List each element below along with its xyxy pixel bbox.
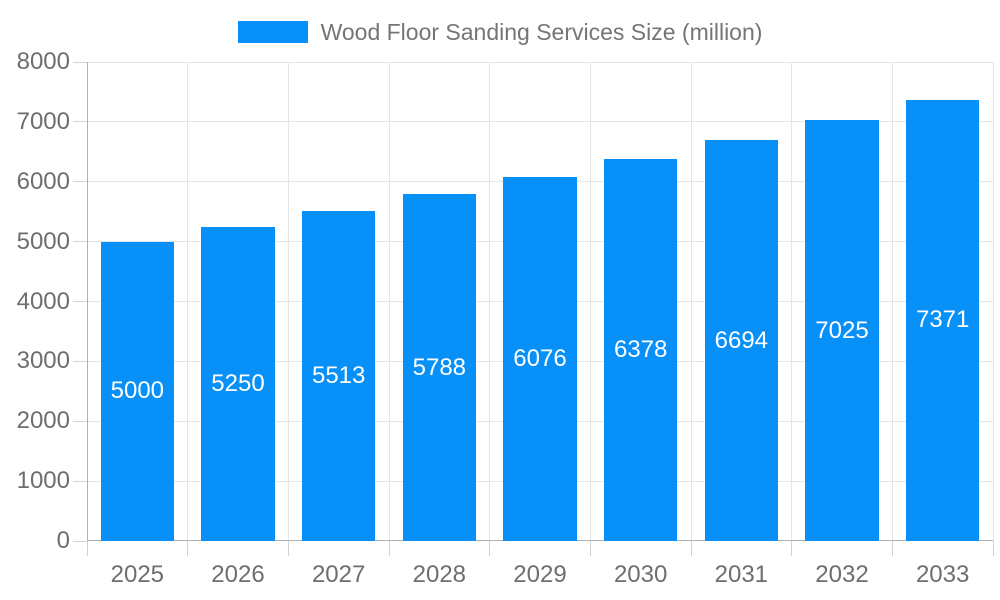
y-axis-tick	[73, 61, 87, 63]
y-axis-tick-label: 7000	[16, 107, 70, 135]
gridline-vertical	[187, 62, 189, 541]
x-axis-tick	[791, 541, 793, 556]
x-axis-tick	[690, 541, 692, 556]
gridline-horizontal	[87, 121, 993, 123]
gridline-vertical	[388, 62, 390, 541]
bar-value-label: 5000	[110, 377, 165, 405]
x-axis-tick	[388, 541, 390, 556]
gridline-vertical	[690, 62, 692, 541]
y-axis-tick-label: 2000	[16, 407, 70, 435]
plot-area: 5000 5250 5513 5788 6076 6378 6694 7025 7371	[87, 61, 994, 541]
x-axis-tick	[187, 541, 189, 556]
y-axis-tick	[73, 540, 87, 542]
x-axis-tick	[589, 541, 591, 556]
x-axis-tick-label: 2033	[915, 561, 970, 588]
x-axis-tick-label: 2027	[311, 561, 366, 588]
y-axis-tick-label: 4000	[16, 287, 70, 315]
bar-value-label: 5250	[211, 369, 265, 397]
y-axis-tick-label: 3000	[16, 347, 70, 375]
bar[interactable]: 5513	[301, 210, 376, 541]
bar[interactable]: 6378	[603, 159, 678, 541]
gridline-vertical	[489, 62, 491, 541]
y-axis-tick	[73, 241, 87, 243]
bar[interactable]: 5788	[402, 194, 477, 541]
legend-label: Wood Floor Sanding Services Size (millio…	[320, 19, 763, 45]
bar-value-label: 5788	[412, 353, 467, 381]
legend-swatch	[237, 21, 308, 43]
bar[interactable]: 5000	[100, 241, 175, 541]
gridline-vertical	[791, 62, 793, 541]
gridline-vertical	[992, 62, 994, 541]
bar[interactable]: 7371	[905, 99, 980, 541]
x-axis-tick-label: 2032	[815, 561, 869, 588]
x-axis-tick	[86, 541, 88, 556]
x-axis-tick-label: 2026	[211, 561, 265, 588]
x-axis-tick	[992, 541, 994, 556]
y-axis-tick	[73, 301, 87, 302]
y-axis-line	[87, 62, 88, 541]
gridline-vertical	[589, 62, 591, 541]
y-axis-tick	[73, 121, 87, 123]
y-axis-tick-label: 6000	[16, 167, 70, 195]
x-axis-tick-label: 2028	[412, 561, 467, 588]
bar-value-label: 6076	[513, 345, 567, 373]
bar[interactable]: 5250	[201, 226, 275, 541]
y-axis-tick	[73, 480, 87, 482]
y-axis-tick-label: 8000	[16, 48, 70, 75]
legend-item[interactable]: Wood Floor Sanding Services Size (millio…	[237, 18, 763, 46]
bar[interactable]: 6694	[704, 140, 779, 541]
bar[interactable]: 6076	[503, 177, 577, 541]
bar-value-label: 7025	[815, 316, 869, 344]
bar-value-label: 5513	[311, 361, 366, 389]
y-axis-tick	[73, 181, 87, 183]
gridline-horizontal	[87, 61, 993, 63]
bar-value-label: 7371	[915, 306, 970, 334]
y-axis-tick	[73, 420, 87, 422]
x-axis-tick-label: 2029	[513, 561, 567, 588]
gridline-vertical	[891, 62, 893, 541]
x-axis-tick-label: 2030	[613, 561, 668, 588]
x-axis-tick-label: 2025	[110, 561, 165, 588]
y-axis-tick-label: 0	[56, 527, 70, 554]
x-axis-tick	[287, 541, 289, 556]
bar-value-label: 6378	[613, 336, 668, 364]
x-axis-tick	[489, 541, 491, 556]
y-axis-tick-label: 5000	[16, 227, 70, 255]
gridline-vertical	[287, 62, 289, 541]
x-axis-tick	[891, 541, 893, 556]
legend: Wood Floor Sanding Services Size (millio…	[0, 18, 1000, 46]
bar[interactable]: 7025	[805, 120, 879, 541]
y-axis-tick	[73, 360, 87, 362]
bar-value-label: 6694	[714, 326, 769, 354]
y-axis-tick-label: 1000	[16, 467, 70, 495]
x-axis-tick-label: 2031	[714, 561, 769, 588]
